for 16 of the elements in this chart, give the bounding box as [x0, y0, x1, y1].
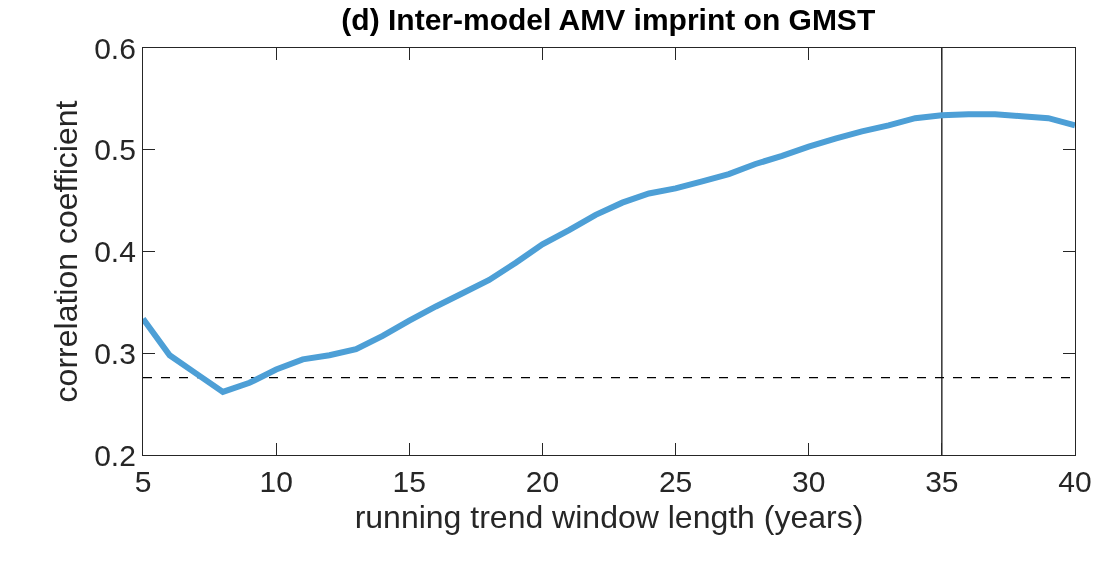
x-tick-label: 30: [792, 465, 826, 499]
x-tick-label: 10: [259, 465, 293, 499]
x-tick-label: 25: [658, 465, 693, 499]
y-tick-label: 0.5: [94, 133, 136, 167]
y-axis-title: correlation coefficient: [48, 100, 85, 403]
x-tick-label: 5: [134, 465, 152, 499]
x-tick-label: 15: [392, 465, 426, 499]
y-tick-label: 0.6: [94, 31, 136, 65]
x-tick-label: 35: [925, 465, 959, 499]
y-tick-label: 0.3: [94, 336, 136, 370]
y-tick-label: 0.4: [94, 235, 136, 268]
x-tick-label: 40: [1058, 465, 1092, 499]
x-axis-title: running trend window length (years): [354, 499, 864, 535]
x-tick-label: 20: [525, 465, 560, 499]
y-tick-label: 0.2: [94, 438, 136, 472]
chart-title: (d) Inter-model AMV imprint on GMST: [341, 2, 876, 36]
